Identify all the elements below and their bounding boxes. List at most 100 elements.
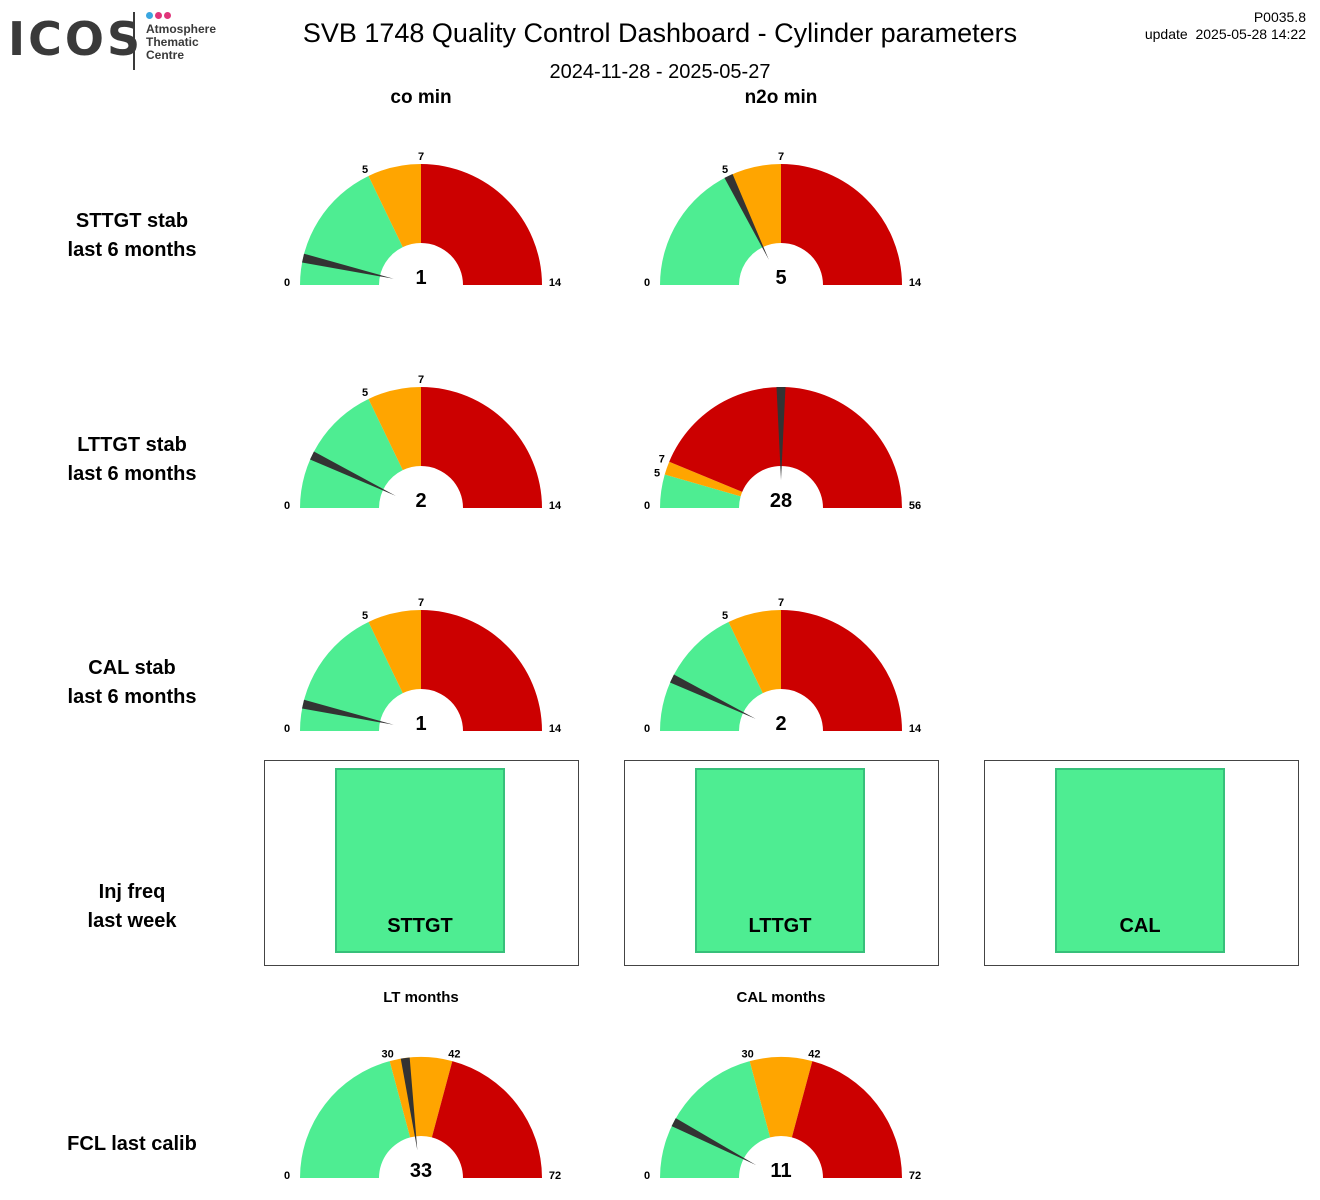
gauge-tick-label: 42 <box>448 1048 460 1060</box>
row-label-line: FCL last calib <box>67 1133 197 1155</box>
dashboard-title-text: SVB 1748 Quality Control Dashboard - Cyl… <box>302 18 1018 48</box>
gauge-red-zone <box>421 164 542 285</box>
gauge-needle <box>302 253 394 279</box>
gauge <box>300 1056 542 1178</box>
gauge <box>300 609 542 731</box>
gauge-tick-label: 0 <box>644 1170 650 1182</box>
logo-subtitle-line: Centre <box>146 48 185 62</box>
gauge-needle <box>310 451 396 496</box>
status-panel-sttgt: STTGT <box>264 760 579 966</box>
row-label-line: Inj freq <box>98 881 166 903</box>
gauge-needle <box>724 174 769 260</box>
gauge-green-zone <box>660 175 763 285</box>
column-header-co: co min <box>390 87 452 108</box>
gauge-green-zone <box>660 1061 771 1178</box>
gauge-value: 1 <box>415 713 426 735</box>
gauge-tick-label: 0 <box>284 723 290 735</box>
gauge-value: 2 <box>415 490 426 512</box>
gauge-red-zone <box>421 610 542 731</box>
row-label-cal: CAL stab last 6 months <box>0 654 264 712</box>
row-label-line: last 6 months <box>67 239 197 261</box>
gauge-tick-label: 5 <box>654 467 660 479</box>
gauge-tick-label: 5 <box>362 387 368 399</box>
gauge <box>300 164 542 285</box>
gauge-orange-zone <box>368 387 421 471</box>
gauge-orange-zone <box>368 609 421 694</box>
logo-dot <box>146 12 153 19</box>
update-timestamp: update 2025-05-28 14:22 <box>1144 26 1306 42</box>
gauge-red-zone <box>431 1061 542 1178</box>
row-label-fcl: FCL last calib <box>0 1130 264 1159</box>
gauge-tick-label: 7 <box>659 454 665 466</box>
status-box: LTTGT <box>695 768 865 953</box>
gauge-red-zone <box>781 610 902 731</box>
page-code: P0035.8 <box>1253 9 1306 25</box>
gauge-green-zone <box>660 621 763 731</box>
gauge-tick-label: 0 <box>284 500 290 512</box>
gauge-needle <box>671 1118 757 1166</box>
gauge-tick-label: 14 <box>909 277 922 289</box>
logo-dot <box>155 12 162 19</box>
gauge <box>660 609 902 731</box>
gauge-tick-label: 7 <box>418 151 424 163</box>
gauge-needle <box>400 1057 418 1151</box>
row-label-line: LTTGT stab <box>77 434 187 456</box>
column-header-n2o: n2o min <box>744 87 818 108</box>
logo-dot <box>164 12 171 19</box>
gauge-title: LT months <box>383 989 459 1006</box>
row-label-line: last week <box>87 910 177 932</box>
row-label-lttgt: LTTGT stab last 6 months <box>0 431 264 489</box>
gauge <box>660 1056 902 1178</box>
logo-subtitle-line: Thematic <box>146 35 199 49</box>
gauge <box>660 387 902 508</box>
gauge-tick-label: 14 <box>549 723 562 735</box>
gauge <box>660 164 902 285</box>
gauge-red-zone <box>791 1061 902 1178</box>
row-label-line: last 6 months <box>67 463 197 485</box>
status-box-label: CAL <box>1119 915 1161 937</box>
gauge-orange-zone <box>368 164 421 248</box>
gauge-needle <box>302 699 394 725</box>
gauge-tick-label: 14 <box>549 277 562 289</box>
gauge-title: CAL months <box>737 989 826 1006</box>
gauge-value: 11 <box>770 1160 791 1182</box>
gauge-green-zone <box>300 175 403 285</box>
gauge-value: 5 <box>775 267 786 289</box>
row-label-sttgt: STTGT stab last 6 months <box>0 207 264 265</box>
logo-subtitle: Atmosphere Thematic Centre <box>146 23 216 62</box>
logo-subtitle-line: Atmosphere <box>146 22 217 36</box>
update-info: P0035.8 update 2025-05-28 14:22 <box>1145 9 1306 43</box>
gauge-tick-label: 56 <box>909 500 921 512</box>
gauge-orange-zone <box>728 609 781 694</box>
gauge-value: 33 <box>410 1160 432 1182</box>
gauge-tick-label: 42 <box>808 1048 820 1060</box>
logo-divider <box>133 12 135 70</box>
gauge-needle <box>670 674 756 719</box>
status-box-label: LTTGT <box>748 915 812 937</box>
status-box: STTGT <box>335 768 505 953</box>
dashboard-title: SVB 1748 Quality Control Dashboard - Cyl… <box>0 18 1320 49</box>
gauge-orange-zone <box>728 164 781 248</box>
date-range: 2024-11-28 - 2025-05-27 <box>549 61 771 83</box>
icos-logo: ICOS Atmosphere Thematic Centre <box>6 8 246 74</box>
gauge-green-zone <box>300 1061 411 1178</box>
status-box: CAL <box>1055 768 1225 953</box>
gauge-tick-label: 7 <box>418 597 424 609</box>
gauge-tick-label: 7 <box>778 597 784 609</box>
gauge-tick-label: 7 <box>418 374 424 386</box>
gauge-tick-label: 0 <box>284 277 290 289</box>
status-panel-lttgt: LTTGT <box>624 760 939 966</box>
gauge-green-zone <box>300 398 403 508</box>
gauge-tick-label: 72 <box>909 1170 921 1182</box>
gauge-value: 1 <box>415 267 426 289</box>
gauge <box>300 387 542 508</box>
gauge-green-zone <box>660 474 741 508</box>
gauge-tick-label: 5 <box>362 610 368 622</box>
row-label-line: STTGT stab <box>75 210 189 232</box>
gauge-green-zone <box>300 621 403 731</box>
gauge-tick-label: 5 <box>722 610 728 622</box>
status-box-label: STTGT <box>387 915 453 937</box>
gauge-value: 2 <box>775 713 786 735</box>
gauge-tick-label: 30 <box>741 1048 753 1060</box>
